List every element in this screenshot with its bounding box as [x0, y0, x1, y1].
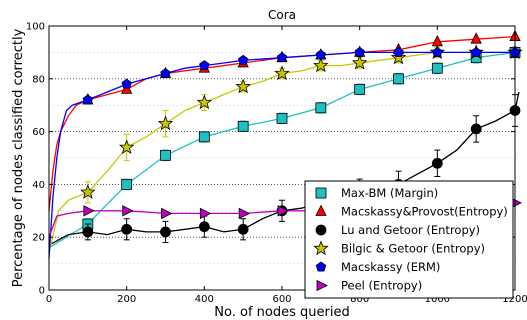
data-point — [82, 94, 94, 105]
data-point — [160, 149, 171, 161]
data-point — [431, 62, 443, 74]
y-axis-label: Percentage of nodes classified correctly — [11, 28, 26, 287]
data-point — [354, 46, 365, 57]
data-point — [83, 205, 95, 217]
data-point — [157, 115, 174, 131]
data-point — [122, 205, 134, 217]
x-tick-label: 0 — [46, 294, 52, 305]
data-point — [313, 57, 329, 73]
legend-label: Macskassy&Provost(Entropy) — [341, 205, 508, 219]
legend-label: Bilgic & Getoor (Entropy) — [341, 242, 485, 256]
data-point — [276, 52, 288, 63]
legend-marker — [315, 224, 327, 236]
legend: Max-BM (Margin) Macskassy&Provost(Entropy… — [304, 180, 514, 299]
data-point — [196, 94, 213, 110]
x-tick-label: 1200 — [502, 294, 527, 305]
series-4 — [48, 46, 521, 259]
data-point — [121, 78, 132, 89]
x-tick-label: 600 — [272, 294, 291, 305]
y-tick-label: 0 — [39, 286, 45, 297]
data-point — [80, 184, 96, 199]
legend-marker — [316, 279, 328, 292]
series-3 — [48, 44, 523, 254]
data-point — [354, 83, 366, 95]
y-tick-label: 60 — [32, 127, 45, 138]
data-point — [121, 223, 133, 235]
y-tick-label: 20 — [32, 233, 45, 244]
series-line — [48, 51, 515, 259]
data-point — [235, 78, 251, 94]
data-point — [393, 73, 404, 85]
x-tick-label: 800 — [350, 294, 369, 305]
data-point — [276, 113, 288, 124]
x-tick-label: 400 — [195, 294, 214, 305]
legend-box — [304, 180, 514, 299]
data-point — [470, 46, 482, 57]
x-tick-label: 200 — [117, 294, 136, 305]
chart-title: Cora — [268, 8, 296, 22]
data-point — [237, 54, 249, 65]
data-point — [432, 46, 443, 57]
data-point — [431, 157, 443, 169]
data-point — [390, 49, 407, 65]
data-point — [118, 139, 135, 155]
data-point — [199, 207, 212, 220]
legend-label: Max-BM (Margin) — [341, 186, 438, 200]
data-point — [121, 178, 133, 190]
data-point — [161, 207, 173, 220]
x-axis-label: No. of nodes queried — [214, 305, 349, 320]
data-point — [351, 54, 368, 70]
data-point — [82, 226, 94, 238]
y-tick-label: 100 — [26, 22, 45, 33]
y-tick-label: 80 — [32, 74, 45, 85]
data-point — [160, 68, 171, 78]
data-point — [198, 221, 210, 233]
legend-label: Lu and Getoor (Entropy) — [341, 223, 480, 237]
y-tick-label: 40 — [32, 180, 45, 191]
data-point — [470, 32, 482, 44]
data-point — [274, 65, 290, 81]
legend-label: Peel (Entropy) — [341, 279, 422, 293]
legend-label: Macskassy (ERM) — [341, 260, 440, 274]
legend-marker — [315, 204, 327, 216]
data-point — [238, 207, 251, 220]
legend-marker — [315, 261, 327, 272]
data-point — [160, 226, 171, 238]
data-point — [277, 205, 289, 217]
legend-marker — [315, 187, 327, 199]
data-point — [393, 46, 404, 57]
data-point — [315, 49, 327, 60]
data-point — [470, 123, 482, 135]
data-point — [199, 60, 210, 71]
data-point — [237, 120, 249, 132]
axis-ticks: 0 200 400 600 800 1000 1200 0 20 40 60 80 100 — [26, 22, 527, 306]
data-point — [315, 102, 327, 114]
data-point — [198, 131, 210, 143]
data-point — [237, 223, 249, 235]
x-tick-label: 1000 — [425, 294, 450, 305]
legend-marker — [313, 240, 329, 256]
